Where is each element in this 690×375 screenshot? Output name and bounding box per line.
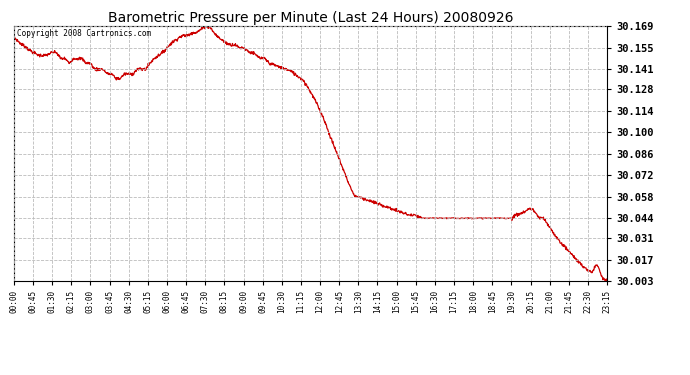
Title: Barometric Pressure per Minute (Last 24 Hours) 20080926: Barometric Pressure per Minute (Last 24 … (108, 11, 513, 25)
Text: Copyright 2008 Cartronics.com: Copyright 2008 Cartronics.com (17, 29, 151, 38)
